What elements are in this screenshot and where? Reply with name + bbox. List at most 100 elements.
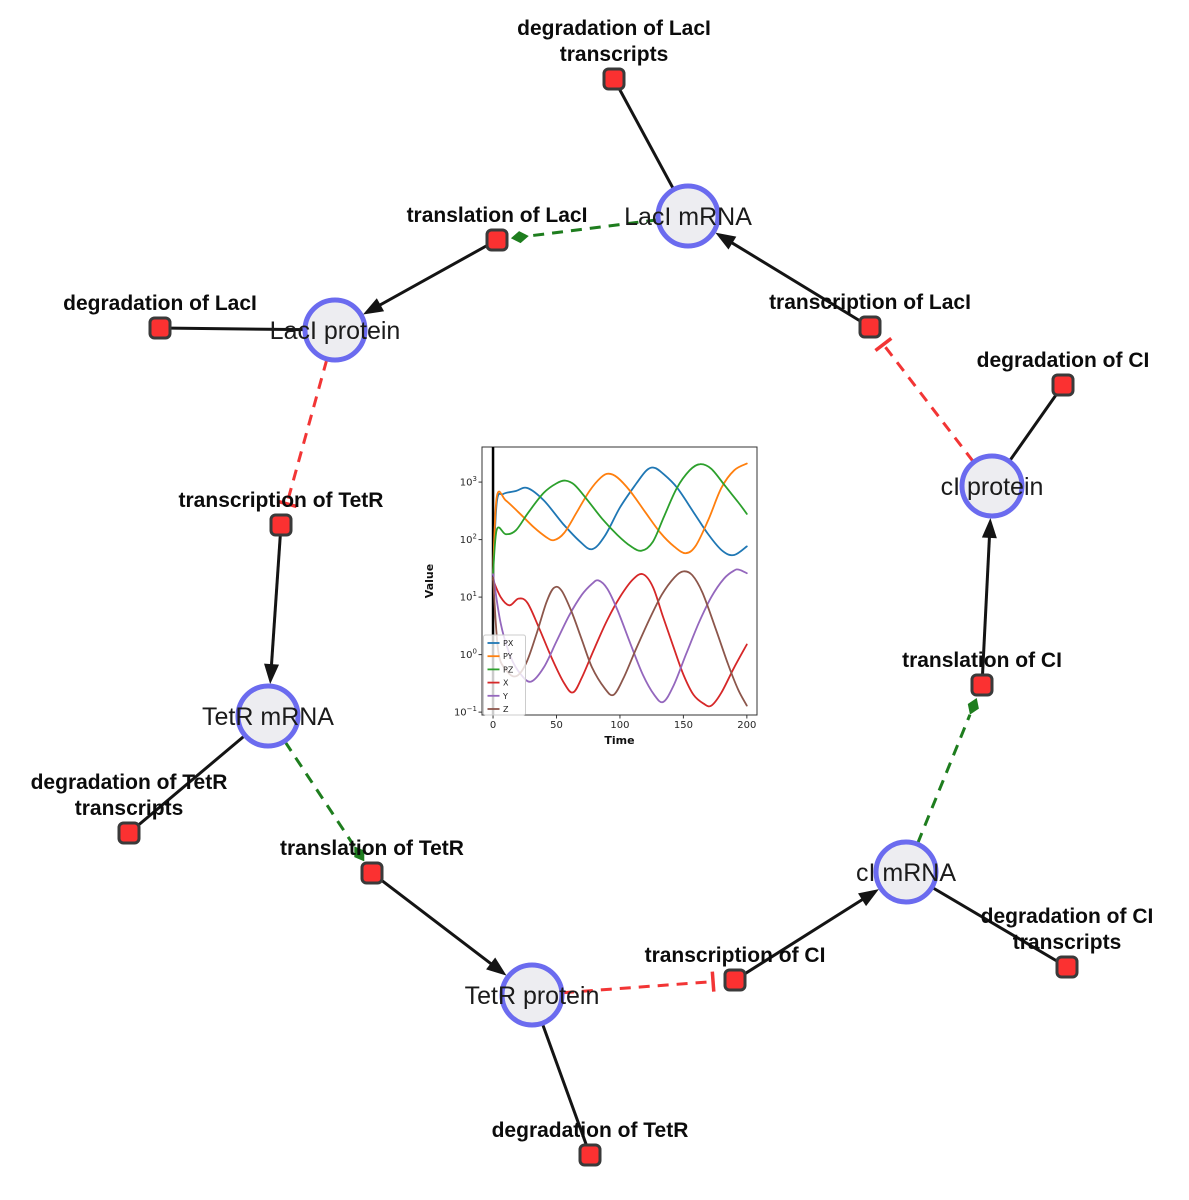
reaction-label-deg-ci-transcripts: degradation of CI: [981, 905, 1154, 928]
reaction-node-transcription-ci: [723, 968, 747, 992]
chart-series-Z: [492, 570, 748, 707]
edge-translation-laci-to-laci-protein-arrowhead-icon: [362, 298, 385, 315]
edge-tetr-protein-to-transcription-ci-tee-icon: [710, 971, 716, 992]
reaction-node-transcription-laci: [858, 315, 882, 339]
reaction-node-deg-laci: [148, 316, 172, 340]
chart-curves: [491, 447, 748, 715]
edge-tetr-protein-to-transcription-ci: [562, 980, 714, 995]
chart-y-tick-label: 10−1: [454, 705, 477, 719]
chart-x-tick-label: 200: [737, 720, 756, 731]
chart-legend-label-Z: Z: [503, 705, 509, 714]
chart-legend-label-Y: Y: [502, 692, 508, 701]
chart-x-tick-label: 50: [550, 720, 563, 731]
chart-y-tick-label: 102: [460, 533, 477, 547]
edge-ci-mrna-to-translation-ci: [916, 714, 972, 844]
chart-legend-label-X: X: [503, 679, 509, 688]
edge-transcription-laci-to-laci-mrna: [724, 237, 871, 329]
edge-ci-protein-to-deg-ci: [1008, 384, 1065, 462]
species-label-laci-mrna: LacI mRNA: [624, 203, 752, 231]
edge-translation-ci-to-ci-protein: [980, 529, 992, 686]
species-node-tetr-mrna: [235, 683, 301, 749]
reaction-node-deg-ci-transcripts: [1055, 955, 1079, 979]
reaction-label-deg-laci-transcripts: transcripts: [560, 43, 669, 66]
edge-laci-protein-to-deg-laci: [159, 326, 305, 332]
chart-plot-area: [481, 446, 758, 716]
edge-translation-ci-to-ci-protein-arrowhead-icon: [981, 517, 997, 539]
reaction-node-deg-tetr: [578, 1143, 602, 1167]
reaction-label-transcription-ci: transcription of CI: [645, 944, 826, 967]
inset-chart: 0 50 100 150 200 10−1 100 101 102 103 Time Value PX P…: [423, 446, 758, 747]
chart-x-axis-label: Time: [604, 734, 634, 747]
chart-legend-label-PX: PX: [503, 639, 514, 648]
species-node-ci-protein: [959, 453, 1025, 519]
chart-x-tick-label: 0: [490, 720, 496, 731]
reaction-node-deg-ci: [1051, 373, 1075, 397]
edge-laci-mrna-to-translation-laci: [528, 218, 658, 238]
edge-translation-laci-to-laci-protein: [372, 238, 498, 310]
chart-legend-label-PZ: PZ: [503, 665, 514, 674]
reaction-node-translation-ci: [970, 673, 994, 697]
labels-layer: degradation of LacI transcripts translatio…: [31, 17, 1154, 1142]
edge-transcription-tetr-to-tetr-mrna: [269, 524, 283, 673]
species-node-tetr-protein: [499, 962, 565, 1028]
species-node-ci-mrna: [873, 839, 939, 905]
edge-ci-mrna-to-translation-ci-diamond-icon: [967, 697, 979, 715]
chart-series-PZ: [492, 463, 748, 576]
edge-translation-tetr-to-tetr-protein: [371, 871, 498, 970]
reaction-label-deg-laci-transcripts: degradation of LacI: [517, 17, 711, 40]
edge-laci-mrna-to-deg-laci-transcripts: [612, 78, 675, 190]
species-node-laci-protein: [302, 297, 368, 363]
reaction-label-deg-ci-transcripts: transcripts: [1013, 931, 1122, 954]
chart-y-tick-label: 101: [460, 590, 477, 604]
reaction-node-deg-laci-transcripts: [602, 67, 626, 91]
edge-laci-protein-to-transcription-tetr-tee-icon: [276, 499, 297, 509]
reaction-node-translation-laci: [485, 228, 509, 252]
edge-ci-mrna-to-deg-ci-transcripts: [931, 886, 1068, 969]
reaction-label-deg-tetr: degradation of TetR: [492, 1119, 689, 1142]
chart-legend-label-PY: PY: [503, 652, 513, 661]
chart-y-tick-label: 103: [460, 475, 477, 489]
edge-transcription-ci-to-ci-mrna-arrowhead-icon: [858, 889, 879, 907]
reaction-label-deg-tetr-transcripts: transcripts: [75, 797, 184, 820]
species-label-tetr-protein: TetR protein: [465, 982, 600, 1010]
edge-tetr-mrna-to-deg-tetr-transcripts: [128, 734, 246, 835]
reaction-label-deg-laci: degradation of LacI: [63, 292, 257, 315]
chart-x-tick-label: 150: [674, 720, 693, 731]
reaction-label-translation-ci: translation of CI: [902, 649, 1062, 672]
edge-transcription-ci-to-ci-mrna: [734, 894, 870, 982]
edge-transcription-tetr-to-tetr-mrna-arrowhead-icon: [264, 663, 280, 685]
reaction-label-translation-tetr: translation of TetR: [280, 837, 464, 860]
edge-tetr-mrna-to-translation-tetr-diamond-icon: [354, 846, 365, 862]
edge-tetr-protein-to-deg-tetr: [541, 1023, 592, 1156]
reaction-node-transcription-tetr: [269, 513, 293, 537]
species-node-laci-mrna: [655, 183, 721, 249]
reaction-label-deg-ci: degradation of CI: [977, 349, 1150, 372]
reaction-label-deg-tetr-transcripts: degradation of TetR: [31, 771, 228, 794]
chart-series-PY: [492, 462, 748, 576]
edge-laci-mrna-to-translation-laci-diamond-icon: [510, 231, 529, 244]
edges-layer: [128, 78, 1068, 1156]
species-label-tetr-mrna: TetR mRNA: [202, 703, 334, 731]
edge-tetr-mrna-to-translation-tetr: [283, 741, 356, 848]
chart-x-tick-label: 100: [610, 720, 629, 731]
reaction-label-transcription-tetr: transcription of TetR: [179, 489, 384, 512]
species-label-laci-protein: LacI protein: [270, 317, 401, 345]
reaction-node-deg-tetr-transcripts: [117, 821, 141, 845]
edge-ci-protein-to-transcription-laci-tee-icon: [874, 336, 893, 352]
chart-y-axis-label: Value: [423, 564, 436, 598]
chart-series-X: [492, 573, 748, 708]
species-label-ci-mrna: cI mRNA: [856, 859, 956, 887]
edge-ci-protein-to-transcription-laci: [882, 343, 975, 463]
chart-series-Y: [492, 568, 748, 704]
nodes-layer: [117, 67, 1079, 1167]
edge-laci-protein-to-transcription-tetr: [285, 359, 329, 505]
edge-transcription-laci-to-laci-mrna-arrowhead-icon: [715, 232, 737, 250]
edge-translation-tetr-to-tetr-protein-arrowhead-icon: [486, 957, 507, 976]
species-label-ci-protein: cI protein: [941, 473, 1044, 501]
reaction-label-transcription-laci: transcription of LacI: [769, 291, 971, 314]
chart-y-tick-label: 100: [460, 648, 477, 662]
reaction-node-translation-tetr: [360, 861, 384, 885]
reaction-label-translation-laci: translation of LacI: [407, 204, 588, 227]
